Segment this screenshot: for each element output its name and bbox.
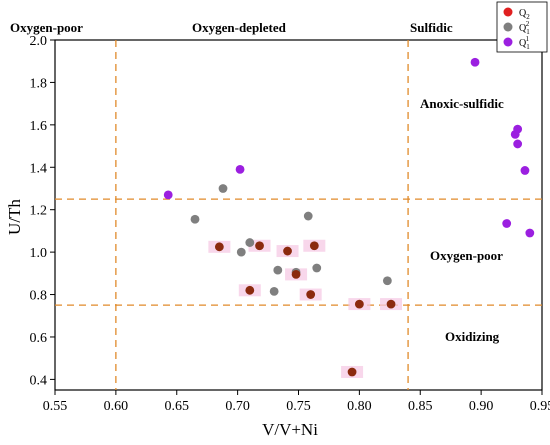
y-axis-title: U/Th	[5, 199, 24, 235]
data-point-q1-1	[520, 166, 530, 175]
data-point-q2	[245, 285, 255, 295]
region-label-oxygen-poor-left: Oxygen-poor	[10, 20, 83, 35]
data-point-q1-2	[303, 211, 313, 221]
data-point-q1-1	[513, 124, 523, 134]
region-label-oxygen-depleted: Oxygen-depleted	[192, 20, 287, 35]
data-point-q1-2	[218, 184, 228, 193]
data-point-q1-2	[245, 238, 255, 247]
data-point-q2	[291, 269, 301, 279]
data-point-q2	[386, 299, 396, 309]
x-axis-title: V/V+Ni	[262, 420, 318, 439]
data-point-q1-1	[502, 219, 512, 228]
y-tick-label: 1.0	[30, 246, 48, 261]
data-point-q2	[283, 246, 292, 256]
x-tick-label: 0.70	[225, 399, 250, 414]
y-tick-label: 0.6	[30, 331, 48, 346]
x-tick-label: 0.85	[408, 399, 433, 414]
data-point-q1-1	[525, 228, 535, 238]
data-point-q1-1	[470, 57, 480, 67]
data-point-q1-2	[269, 286, 279, 296]
data-point-q1-2	[312, 263, 322, 273]
region-label-sulfidic: Sulfidic	[410, 20, 453, 35]
y-tick-label: 0.4	[30, 373, 48, 388]
legend-marker	[503, 37, 513, 47]
data-point-q2	[306, 290, 316, 299]
data-point-q2	[354, 299, 364, 309]
data-point-q1-2	[190, 214, 200, 224]
x-tick-label: 0.90	[469, 399, 494, 414]
x-tick-label: 0.95	[530, 399, 550, 414]
data-point-q2	[347, 367, 357, 377]
data-point-q2	[255, 241, 264, 251]
x-tick-label: 0.80	[347, 399, 372, 414]
x-tick-label: 0.75	[286, 399, 311, 414]
data-point-q1-1	[513, 139, 523, 149]
data-point-q1-2	[273, 265, 283, 275]
legend-label: Q11	[519, 35, 530, 51]
y-tick-label: 2.0	[30, 34, 48, 49]
x-tick-label: 0.65	[165, 399, 190, 414]
legend-label: Q2	[519, 8, 530, 21]
legend-marker	[503, 7, 513, 17]
y-tick-label: 1.4	[30, 161, 48, 176]
data-point-q1-1	[235, 164, 245, 174]
data-point-q1-2	[236, 247, 246, 257]
region-label-oxygen-poor-right: Oxygen-poor	[430, 248, 503, 263]
y-tick-label: 1.6	[30, 119, 48, 134]
data-point-q1-2	[382, 276, 392, 286]
legend-marker	[503, 22, 513, 32]
region-label-anoxic-sulfidic: Anoxic-sulfidic	[420, 96, 504, 111]
data-point-q1-1	[163, 190, 173, 200]
legend-label: Q12	[519, 20, 530, 36]
y-tick-label: 1.8	[30, 76, 48, 91]
data-point-q2	[309, 241, 319, 251]
region-label-oxidizing: Oxidizing	[445, 329, 500, 344]
x-tick-label: 0.55	[43, 399, 68, 414]
y-tick-label: 0.8	[30, 289, 48, 304]
plot-area: 0.55 0.60 0.65 0.70 0.75 0.80 0.85 0.90 0.95 0.4 0…	[30, 1, 550, 414]
x-tick-label: 0.60	[104, 399, 129, 414]
data-point-q2	[214, 242, 224, 252]
y-tick-label: 1.2	[30, 204, 48, 219]
